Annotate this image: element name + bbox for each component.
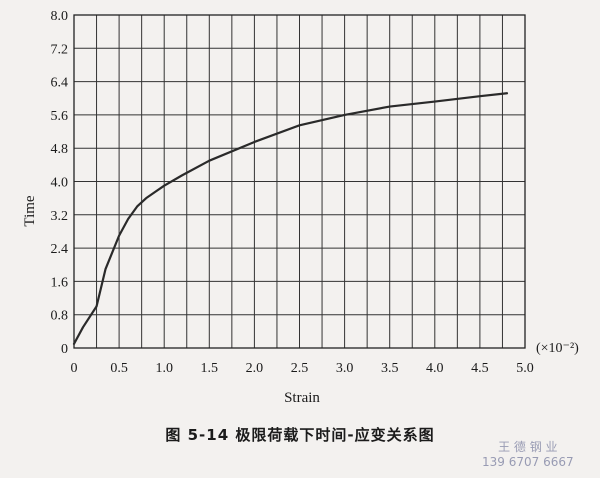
series-line bbox=[72, 92, 509, 345]
y-tick-label: 4.0 bbox=[51, 176, 69, 191]
y-tick-labels: 0 0.8 1.6 2.4 3.2 4.0 4.8 5.6 6.4 7.2 8.0 bbox=[51, 9, 69, 357]
figure-caption: 图 5-14 极限荷载下时间-应变关系图 bbox=[165, 426, 435, 444]
watermark-line-2: 139 6707 6667 bbox=[482, 455, 574, 469]
series bbox=[72, 92, 509, 345]
x-unit-label: (×10⁻²) bbox=[536, 341, 579, 356]
x-tick-label: 3.5 bbox=[381, 361, 399, 376]
x-tick-label: 5.0 bbox=[516, 361, 534, 376]
y-tick-label: 1.6 bbox=[51, 275, 69, 290]
y-axis-title: Time bbox=[22, 195, 38, 226]
watermark-line-1: 王 德 钢 业 bbox=[498, 440, 558, 454]
x-tick-label: 4.0 bbox=[426, 361, 444, 376]
y-tick-label: 8.0 bbox=[51, 9, 69, 24]
x-tick-label: 1.5 bbox=[201, 361, 219, 376]
x-tick-labels: 0 0.5 1.0 1.5 2.0 2.5 3.0 3.5 4.0 4.5 5.0 bbox=[71, 361, 534, 376]
y-tick-label: 6.4 bbox=[51, 76, 69, 91]
watermark: 王 德 钢 业 139 6707 6667 bbox=[482, 440, 574, 470]
x-tick-label: 2.5 bbox=[291, 361, 309, 376]
x-tick-label: 3.0 bbox=[336, 361, 354, 376]
grid bbox=[73, 14, 526, 349]
plot-frame bbox=[73, 14, 526, 349]
y-tick-label: 2.4 bbox=[51, 242, 69, 257]
y-tick-label: 7.2 bbox=[51, 42, 69, 57]
x-tick-label: 2.0 bbox=[246, 361, 264, 376]
chart: 0 0.8 1.6 2.4 3.2 4.0 4.8 5.6 6.4 7.2 8.0 0 0.5 1.0 1… bbox=[22, 9, 579, 406]
y-tick-label: 0.8 bbox=[51, 309, 69, 324]
y-tick-label: 0 bbox=[61, 342, 68, 357]
y-tick-label: 3.2 bbox=[51, 209, 69, 224]
x-tick-label: 1.0 bbox=[155, 361, 173, 376]
y-tick-label: 5.6 bbox=[51, 109, 69, 124]
y-tick-label: 4.8 bbox=[51, 142, 69, 157]
x-tick-label: 4.5 bbox=[471, 361, 489, 376]
x-tick-label: 0.5 bbox=[110, 361, 128, 376]
x-tick-label: 0 bbox=[71, 361, 78, 376]
x-axis-title: Strain bbox=[284, 390, 320, 406]
